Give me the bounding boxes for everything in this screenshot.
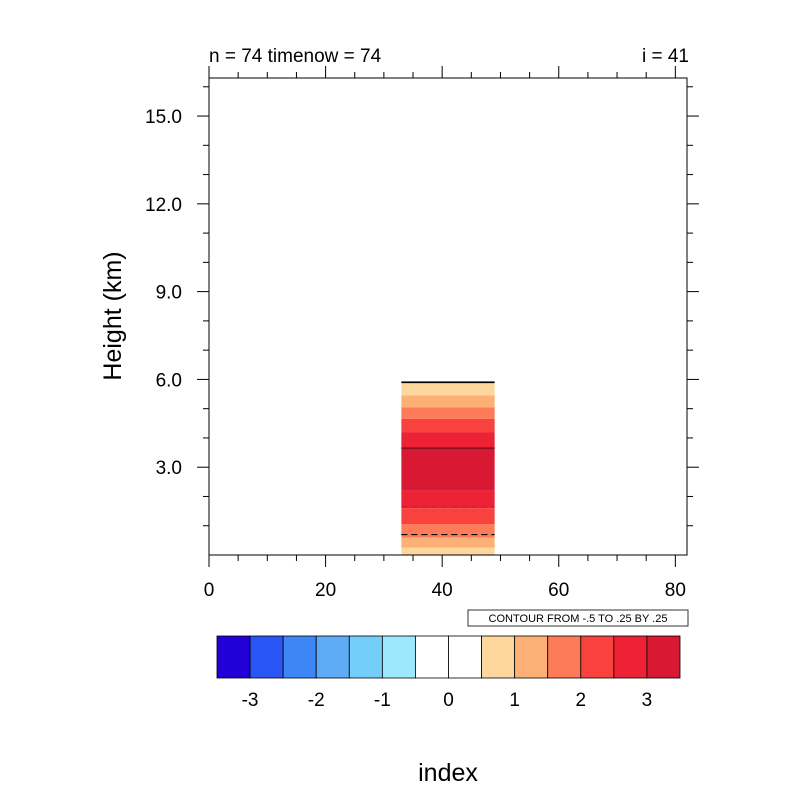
colorbar-label: 0 xyxy=(443,690,454,711)
tick-labels-group: 0 20 40 60 80 3.0 6.0 9.0 12.0 15.0 xyxy=(145,107,686,601)
colorbar-swatch xyxy=(216,635,251,679)
y-tick-label: 15.0 xyxy=(145,107,182,128)
colorbar-swatch xyxy=(415,635,449,679)
contour-info-frame xyxy=(467,609,689,627)
field-band xyxy=(401,395,495,408)
contour-info-text: CONTOUR FROM -.5 TO .25 BY .25 xyxy=(489,613,668,625)
colorbar-label: 3 xyxy=(642,690,653,711)
y-tick-label: 9.0 xyxy=(156,283,182,304)
field-band xyxy=(401,432,495,449)
colorbar-label: 2 xyxy=(575,690,586,711)
colorbar-labels-group: -3 -2 -1 0 1 2 3 xyxy=(242,690,653,711)
colorbar-swatch xyxy=(282,635,317,679)
field-band xyxy=(401,380,495,396)
colorbar-swatch xyxy=(249,635,284,679)
field-band xyxy=(401,407,495,419)
colorbar-label: 1 xyxy=(509,690,520,711)
colorbar-swatch xyxy=(514,635,549,679)
field-band xyxy=(401,537,495,548)
colorbar-swatch xyxy=(547,635,582,679)
x-tick-label: 80 xyxy=(665,580,686,601)
axis-ticks-group xyxy=(197,66,699,567)
colorbar-swatch xyxy=(381,635,416,679)
x-tick-label: 60 xyxy=(548,580,569,601)
colorbar xyxy=(216,635,681,679)
x-tick-label: 40 xyxy=(432,580,453,601)
y-tick-label: 6.0 xyxy=(156,370,182,391)
colorbar-swatch xyxy=(481,635,516,679)
field-band xyxy=(401,547,495,555)
plot-frame xyxy=(208,77,688,556)
field-band xyxy=(401,418,495,433)
field-band xyxy=(401,490,495,509)
y-tick-label: 12.0 xyxy=(145,195,182,216)
x-tick-label: 0 xyxy=(204,580,215,601)
colorbar-swatch xyxy=(315,635,350,679)
field-band xyxy=(401,508,495,525)
contour-info-box: CONTOUR FROM -.5 TO .25 BY .25 xyxy=(467,609,689,627)
colorbar-swatch xyxy=(580,635,615,679)
colorbar-label: -1 xyxy=(374,690,391,711)
colorbar-label: -3 xyxy=(242,690,259,711)
field-band xyxy=(401,448,495,491)
colorbar-swatch xyxy=(448,635,482,679)
chart-title-right: i = 41 xyxy=(642,46,689,67)
contour-lines-group xyxy=(401,381,495,536)
x-tick-label: 20 xyxy=(315,580,336,601)
colorbar-swatch xyxy=(646,635,681,679)
colorbar-swatch xyxy=(348,635,383,679)
field-fill-group xyxy=(401,380,495,555)
field-band xyxy=(401,524,495,538)
x-axis-label: index xyxy=(418,759,478,787)
colorbar-swatch xyxy=(613,635,648,679)
y-axis-label: Height (km) xyxy=(99,251,127,380)
colorbar-label: -2 xyxy=(308,690,325,711)
chart-title-left: n = 74 timenow = 74 xyxy=(209,46,382,67)
y-tick-label: 3.0 xyxy=(156,458,182,479)
